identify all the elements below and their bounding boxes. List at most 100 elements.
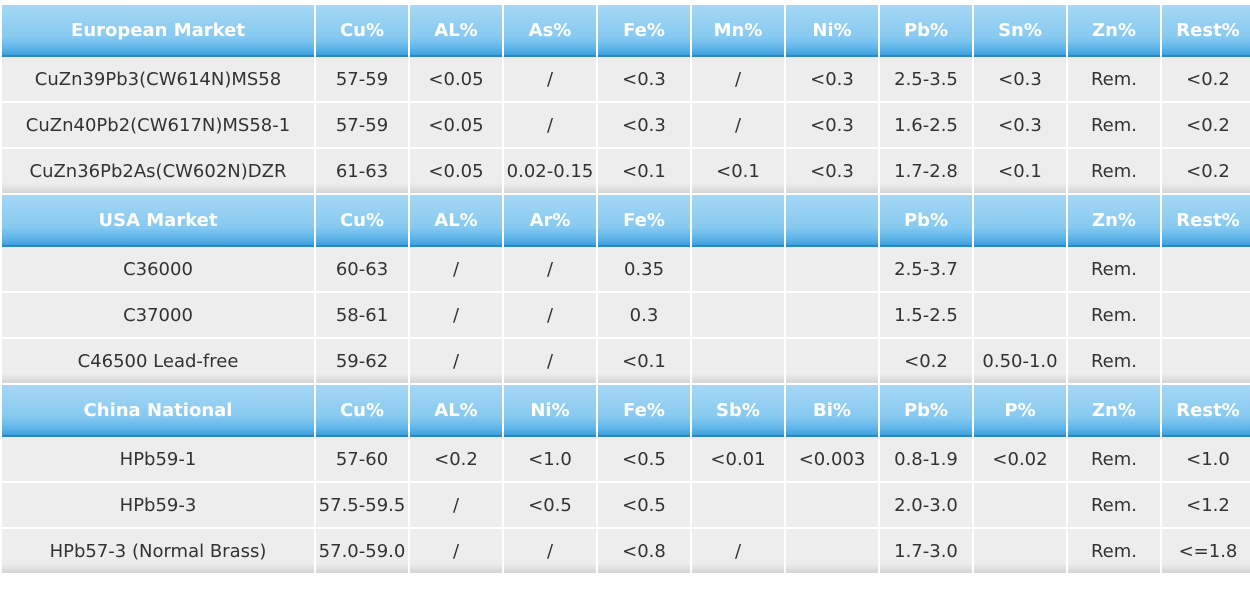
composition-cell: / [410,339,502,385]
composition-cell: Rem. [1068,437,1160,483]
column-header: Sb% [692,385,784,437]
composition-cell: 57-59 [316,103,408,149]
column-header: Zn% [1068,195,1160,247]
column-header: P% [974,385,1066,437]
composition-cell: <0.5 [598,483,690,529]
table-row: HPb59-1 57-60 <0.2 <1.0 <0.5 <0.01 <0.003 0.8-1… [2,437,1250,483]
section-title: European Market [2,5,314,57]
table-body: European Market Cu% AL% As% Fe% Mn% Ni% Pb% Sn% Z… [2,5,1250,575]
composition-cell: 0.35 [598,247,690,293]
composition-cell [786,483,878,529]
composition-cell: / [692,529,784,575]
column-header: Pb% [880,195,972,247]
alloy-composition-table: European Market Cu% AL% As% Fe% Mn% Ni% Pb% Sn% Z… [0,5,1250,575]
composition-cell: / [504,339,596,385]
composition-cell [1162,293,1250,339]
composition-cell: <=1.8 [1162,529,1250,575]
composition-cell: <0.1 [598,339,690,385]
composition-cell [1162,247,1250,293]
alloy-name-cell: C46500 Lead-free [2,339,314,385]
composition-cell: Rem. [1068,149,1160,195]
alloy-name-cell: HPb57-3 (Normal Brass) [2,529,314,575]
composition-cell [786,529,878,575]
alloy-name-cell: HPb59-3 [2,483,314,529]
composition-cell [974,529,1066,575]
column-header: Bi% [786,385,878,437]
composition-cell: <1.2 [1162,483,1250,529]
composition-cell: 57.0-59.0 [316,529,408,575]
composition-cell: Rem. [1068,529,1160,575]
column-header: Ar% [504,195,596,247]
composition-cell: <0.2 [1162,103,1250,149]
composition-cell: Rem. [1068,483,1160,529]
composition-cell: Rem. [1068,293,1160,339]
alloy-name-cell: CuZn40Pb2(CW617N)MS58-1 [2,103,314,149]
table-row: CuZn36Pb2As(CW602N)DZR 61-63 <0.05 0.02-0.1… [2,149,1250,195]
composition-cell: 59-62 [316,339,408,385]
section-title: USA Market [2,195,314,247]
composition-cell: <1.0 [1162,437,1250,483]
column-header: AL% [410,5,502,57]
composition-cell: / [410,483,502,529]
composition-cell: / [504,529,596,575]
table-row: C46500 Lead-free 59-62// <0.1 <0.2 0.50-1.0 R… [2,339,1250,385]
column-header: AL% [410,195,502,247]
composition-cell: <0.3 [598,103,690,149]
composition-cell: <0.003 [786,437,878,483]
composition-cell: 2.5-3.7 [880,247,972,293]
composition-cell: Rem. [1068,247,1160,293]
composition-cell: <0.8 [598,529,690,575]
composition-cell: 60-63 [316,247,408,293]
composition-cell: 1.7-2.8 [880,149,972,195]
column-header: Sn% [974,5,1066,57]
table-row: CuZn40Pb2(CW617N)MS58-1 57-59 <0.05/<0.3/<… [2,103,1250,149]
composition-cell [786,339,878,385]
composition-cell: 0.8-1.9 [880,437,972,483]
composition-cell: <0.01 [692,437,784,483]
composition-cell: 0.50-1.0 [974,339,1066,385]
composition-cell [692,483,784,529]
column-header: As% [504,5,596,57]
alloy-name-cell: CuZn39Pb3(CW614N)MS58 [2,57,314,103]
composition-cell: <0.1 [974,149,1066,195]
alloy-name-cell: HPb59-1 [2,437,314,483]
column-header: Pb% [880,385,972,437]
composition-cell [786,247,878,293]
composition-cell: <0.2 [880,339,972,385]
column-header: Rest% [1162,5,1250,57]
column-header: Rest% [1162,385,1250,437]
composition-cell: <0.3 [974,57,1066,103]
table-row: HPb57-3 (Normal Brass) 57.0-59.0// <0.8/1.… [2,529,1250,575]
composition-cell: / [504,247,596,293]
section-title: China National [2,385,314,437]
column-header: Mn% [692,5,784,57]
composition-cell: <0.3 [786,57,878,103]
composition-cell: 61-63 [316,149,408,195]
composition-cell [974,483,1066,529]
composition-cell: Rem. [1068,339,1160,385]
composition-cell: <0.1 [598,149,690,195]
column-header: Cu% [316,385,408,437]
composition-cell: <0.3 [598,57,690,103]
composition-cell [692,339,784,385]
composition-cell: 1.6-2.5 [880,103,972,149]
composition-cell: 57-60 [316,437,408,483]
composition-cell: <0.05 [410,57,502,103]
composition-cell: Rem. [1068,103,1160,149]
composition-cell: <0.1 [692,149,784,195]
composition-cell: 1.5-2.5 [880,293,972,339]
column-header: Fe% [598,195,690,247]
alloy-name-cell: C37000 [2,293,314,339]
column-header: AL% [410,385,502,437]
section-header-row: China National Cu% AL% Ni% Fe% Sb% Bi% Pb% P% Zn%… [2,385,1250,437]
column-header [692,195,784,247]
column-header [786,195,878,247]
table-row: C37000 58-61//0.3 1.5-2.5 Rem. [2,293,1250,339]
composition-cell: / [410,293,502,339]
composition-cell: Rem. [1068,57,1160,103]
alloy-name-cell: CuZn36Pb2As(CW602N)DZR [2,149,314,195]
composition-cell: <0.2 [1162,149,1250,195]
composition-cell [692,293,784,339]
composition-cell: / [504,103,596,149]
